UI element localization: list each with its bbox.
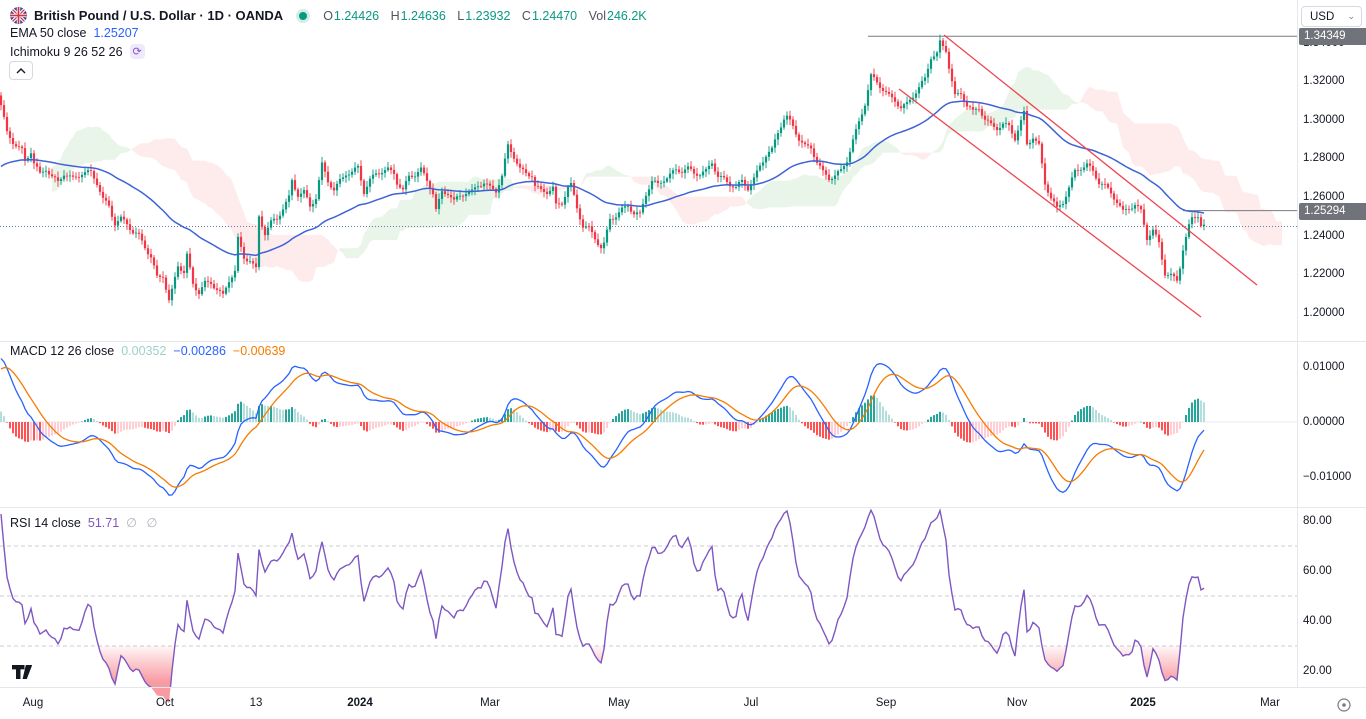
macd-signal-value: −0.00639 [232,344,286,358]
rsi-axis-tick[interactable]: 60.00 [1303,565,1332,577]
rsi-axis-tick[interactable]: 20.00 [1303,665,1332,677]
rsi-oversold-fill [100,646,175,704]
ichimoku-cloud [1081,86,1282,246]
price-axis-tick[interactable]: 1.30000 [1303,114,1345,126]
time-axis-tick[interactable]: Mar [1260,697,1280,709]
time-axis-tick[interactable]: Mar [480,697,500,709]
close-value: 1.24470 [531,8,578,23]
time-axis-tick[interactable]: May [608,697,630,709]
ema50-line[interactable] [0,100,1205,257]
macd-hist-value: 0.00352 [121,344,167,358]
time-axis-tick[interactable]: Nov [1006,697,1028,709]
volume-value: 246.2K [607,8,647,23]
target-circle-icon [1337,698,1351,712]
price-axis-tick[interactable]: 1.26000 [1303,191,1345,203]
time-axis-tick[interactable]: 2024 [347,697,373,709]
rsi-oversold-fill [1042,646,1069,672]
gbp-flag-icon [10,7,27,24]
macd-axis-tick[interactable]: −0.01000 [1303,471,1352,483]
low-value: 1.23932 [465,8,511,23]
rsi-hidden-flags: ∅ ∅ [126,516,161,530]
macd-axis-tick[interactable]: 0.00000 [1303,416,1345,428]
ema-label[interactable]: EMA 50 close [10,26,87,40]
volume-label: Vol [588,8,607,23]
ray-price-label-current: 1.25294 [1299,203,1366,220]
symbol-title[interactable]: British Pound / U.S. Dollar · 1D · OANDA [34,8,284,23]
macd-signal-line[interactable] [0,366,1205,488]
ichimoku-cloud [52,126,133,192]
currency-selector[interactable]: USD ⌄ [1301,6,1362,27]
macd-axis-tick[interactable]: 0.01000 [1303,361,1345,373]
open-value: 1.24426 [333,8,380,23]
price-axis-tick[interactable]: 1.22000 [1303,268,1345,280]
high-value: 1.24636 [400,8,446,23]
time-axis-tick[interactable]: Sep [875,697,897,709]
ichimoku-cloud [631,176,748,225]
chevron-down-icon: ⌄ [1347,11,1355,21]
ichimoku-cloud [901,151,934,160]
price-axis-tick[interactable]: 1.24000 [1303,230,1345,242]
price-axis-tick[interactable]: 1.28000 [1303,152,1345,164]
currency-selected: USD [1310,10,1335,23]
macd-legend: MACD 12 26 close 0.00352 −0.00286 −0.006… [10,344,285,358]
ichimoku-label[interactable]: Ichimoku 9 26 52 26 [10,44,123,59]
time-axis-tick[interactable]: Oct [156,697,174,709]
open-label: O [323,8,333,23]
price-axis-tick[interactable]: 1.32000 [1303,75,1345,87]
low-label: L [457,8,465,23]
scroll-to-realtime-button[interactable] [1336,697,1352,713]
tradingview-logo-icon [12,665,33,679]
time-axis-tick[interactable]: Jul [743,697,759,709]
chevron-up-icon [16,67,26,73]
market-status-dot [299,11,308,20]
ray-price-label-high: 1.34349 [1299,28,1366,45]
rsi-axis-tick[interactable]: 80.00 [1303,515,1332,527]
trend-channel-line[interactable] [943,34,1258,286]
time-axis-tick[interactable]: 2025 [1130,697,1156,709]
macd-histogram [0,395,1205,443]
collapse-legend-button[interactable] [9,61,33,80]
tradingview-logo[interactable] [12,665,35,684]
trend-channel-line[interactable] [898,88,1202,318]
ema-value: 1.25207 [93,26,139,40]
ichimoku-cloud [583,165,631,184]
ema-legend: EMA 50 close 1.25207 [10,26,139,40]
ichimoku-cloud [340,176,517,259]
price-axis-tick[interactable]: 1.20000 [1303,307,1345,319]
time-axis-tick[interactable]: 13 [249,697,263,709]
time-axis-tick[interactable]: Aug [22,697,44,709]
high-label: H [390,8,400,23]
ichimoku-legend: Ichimoku 9 26 52 26 ⟳ [10,44,145,59]
close-label: C [521,8,531,23]
rsi-value: 51.71 [87,515,120,530]
rsi-legend: RSI 14 close 51.71 ∅ ∅ [10,515,161,531]
macd-label[interactable]: MACD 12 26 close [10,344,115,358]
rsi-line[interactable] [0,508,1205,703]
symbol-legend: British Pound / U.S. Dollar · 1D · OANDA… [10,7,647,24]
rsi-label[interactable]: RSI 14 close [10,515,81,530]
ichimoku-loading-icon: ⟳ [129,44,145,59]
macd-line[interactable] [0,358,1205,496]
macd-line-value: −0.00286 [173,344,226,358]
ichimoku-cloud [133,138,340,282]
rsi-axis-tick[interactable]: 40.00 [1303,615,1332,627]
